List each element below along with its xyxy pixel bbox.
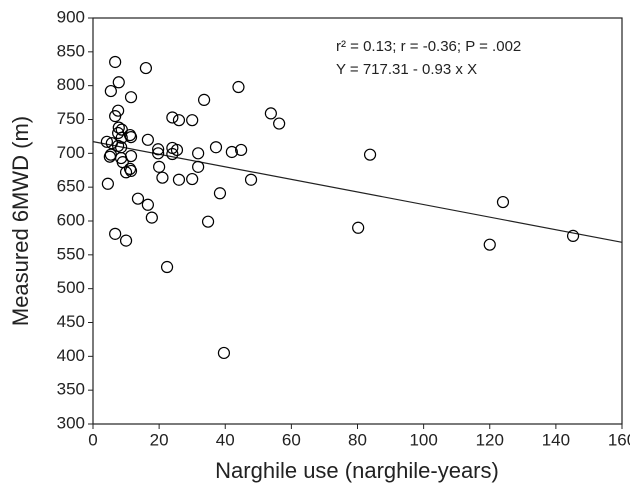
data-point: [166, 147, 179, 161]
data-point: [153, 160, 166, 173]
x-tick-label: 20: [150, 430, 169, 449]
data-point: [192, 160, 205, 173]
data-point: [156, 171, 169, 184]
y-tick-label: 600: [57, 210, 85, 229]
data-point: [124, 91, 138, 104]
y-tick-label: 800: [57, 75, 85, 94]
x-tick-label: 160: [608, 430, 630, 449]
data-point: [225, 145, 238, 159]
data-point: [109, 227, 122, 240]
x-tick-label: 0: [88, 430, 97, 449]
data-point: [124, 149, 138, 163]
data-point: [172, 173, 186, 186]
data-point: [109, 110, 122, 123]
y-axis-label: Measured 6MWD (m): [8, 116, 33, 326]
y-tick-label: 850: [57, 41, 85, 60]
data-point: [104, 84, 117, 98]
data-point: [160, 260, 174, 274]
data-point: [186, 172, 199, 186]
data-point: [170, 143, 184, 157]
x-tick-label: 120: [476, 430, 504, 449]
data-point: [209, 141, 223, 154]
data-point: [186, 114, 199, 127]
x-tick-label: 100: [409, 430, 437, 449]
data-point: [244, 173, 258, 186]
annotation: r² = 0.13; r = -0.36; P = .002: [336, 38, 521, 55]
data-point: [273, 117, 286, 130]
data-point: [101, 177, 114, 190]
y-tick-label: 450: [57, 312, 85, 331]
data-point: [115, 131, 128, 144]
y-tick-label: 350: [57, 380, 85, 399]
data-point: [363, 148, 377, 161]
data-point: [483, 238, 496, 251]
data-point: [352, 221, 365, 234]
data-point: [124, 130, 138, 144]
data-point: [197, 93, 211, 106]
data-point: [100, 135, 113, 148]
data-point: [566, 229, 580, 242]
data-point: [172, 114, 186, 127]
data-point: [141, 198, 154, 211]
data-point: [131, 192, 145, 205]
y-tick-label: 750: [57, 109, 85, 128]
data-point: [213, 187, 227, 200]
data-point: [145, 211, 158, 224]
data-point: [264, 107, 277, 120]
x-axis-label: Narghile use (narghile-years): [215, 458, 499, 483]
data-point: [124, 164, 138, 178]
data-point: [235, 143, 248, 157]
data-point: [141, 133, 154, 146]
y-tick-label: 300: [57, 413, 85, 432]
data-point: [116, 156, 129, 169]
x-tick-label: 80: [348, 430, 367, 449]
data-point: [109, 55, 122, 69]
data-point: [192, 147, 205, 160]
data-point: [112, 76, 125, 89]
x-tick-label: 60: [282, 430, 301, 449]
data-point: [201, 215, 215, 228]
data-point: [232, 80, 245, 94]
data-point: [166, 111, 179, 124]
annotation: Y = 717.31 - 0.93 x X: [336, 61, 477, 78]
data-point: [496, 195, 510, 209]
data-point: [152, 143, 165, 156]
data-point: [119, 234, 133, 247]
y-tick-label: 900: [57, 7, 85, 26]
y-tick-label: 650: [57, 177, 85, 196]
y-tick-label: 550: [57, 244, 85, 263]
y-tick-label: 700: [57, 143, 85, 162]
data-point: [152, 147, 165, 160]
plot-frame: [92, 17, 623, 425]
data-point: [217, 346, 231, 360]
y-tick-label: 500: [57, 278, 85, 297]
data-point: [119, 166, 133, 179]
x-tick-label: 140: [542, 430, 570, 449]
regression-line: [92, 141, 623, 243]
data-point: [139, 61, 152, 75]
x-tick-label: 40: [216, 430, 235, 449]
y-tick-label: 400: [57, 346, 85, 365]
